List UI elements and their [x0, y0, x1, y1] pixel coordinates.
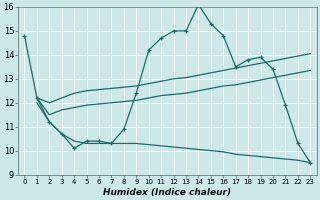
X-axis label: Humidex (Indice chaleur): Humidex (Indice chaleur) — [103, 188, 231, 197]
